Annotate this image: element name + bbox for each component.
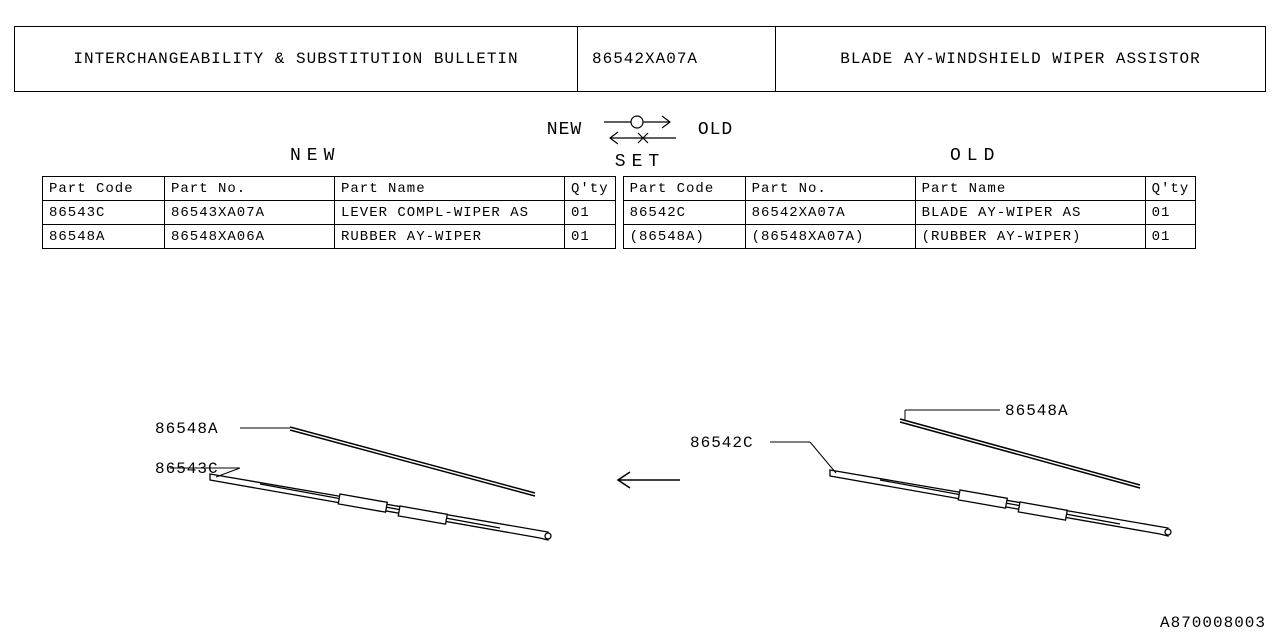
new-assembly: 86548A 86543C bbox=[155, 420, 551, 540]
set-label: SET bbox=[0, 152, 1280, 172]
parts-table: Part Code Part No. Part Name Q'ty Part C… bbox=[42, 176, 1196, 249]
section-label-old: OLD bbox=[950, 146, 1000, 166]
table-header-row: Part Code Part No. Part Name Q'ty Part C… bbox=[43, 177, 1196, 201]
header-part-no: 86542XA07A bbox=[578, 27, 776, 91]
cell-code: 86543C bbox=[43, 201, 165, 225]
section-label-new: NEW bbox=[290, 146, 340, 166]
callout-label: 86543C bbox=[155, 460, 219, 478]
header-part-name: BLADE AY-WINDSHIELD WIPER ASSISTOR bbox=[776, 27, 1265, 91]
document-id: A870008003 bbox=[1160, 614, 1266, 632]
callout-label: 86548A bbox=[1005, 402, 1069, 420]
cell-name: BLADE AY-WIPER AS bbox=[915, 201, 1145, 225]
old-label-inline: OLD bbox=[698, 120, 733, 140]
new-label-inline: NEW bbox=[547, 120, 582, 140]
cell-name: LEVER COMPL-WIPER AS bbox=[335, 201, 565, 225]
direction-arrow-icon bbox=[618, 472, 680, 488]
old-assembly: 86548A 86542C bbox=[690, 402, 1171, 536]
table-gap bbox=[615, 201, 623, 225]
col-part-name: Part Name bbox=[915, 177, 1145, 201]
cell-qty: 01 bbox=[1145, 225, 1196, 249]
cell-no: 86543XA07A bbox=[165, 201, 335, 225]
cell-qty: 01 bbox=[565, 201, 616, 225]
header-title: INTERCHANGEABILITY & SUBSTITUTION BULLET… bbox=[15, 27, 578, 91]
cell-qty: 01 bbox=[1145, 201, 1196, 225]
callout-label: 86548A bbox=[155, 420, 219, 438]
callout-label: 86542C bbox=[690, 434, 754, 452]
col-qty: Q'ty bbox=[1145, 177, 1196, 201]
cell-qty: 01 bbox=[565, 225, 616, 249]
cell-code: 86548A bbox=[43, 225, 165, 249]
col-part-no: Part No. bbox=[165, 177, 335, 201]
bulletin-header: INTERCHANGEABILITY & SUBSTITUTION BULLET… bbox=[14, 26, 1266, 92]
table-gap bbox=[615, 225, 623, 249]
new-old-arrows: NEW OLD bbox=[0, 112, 1280, 146]
interchange-arrows-icon bbox=[600, 112, 680, 146]
cell-no: (86548XA07A) bbox=[745, 225, 915, 249]
table-row: 86543C 86543XA07A LEVER COMPL-WIPER AS 0… bbox=[43, 201, 1196, 225]
cell-name: RUBBER AY-WIPER bbox=[335, 225, 565, 249]
cell-no: 86548XA06A bbox=[165, 225, 335, 249]
col-part-code: Part Code bbox=[623, 177, 745, 201]
table-row: 86548A 86548XA06A RUBBER AY-WIPER 01 (86… bbox=[43, 225, 1196, 249]
cell-code: (86548A) bbox=[623, 225, 745, 249]
wiper-diagram: 86548A 86543C 86548A bbox=[0, 380, 1280, 580]
cell-code: 86542C bbox=[623, 201, 745, 225]
col-part-no: Part No. bbox=[745, 177, 915, 201]
col-part-name: Part Name bbox=[335, 177, 565, 201]
table-gap bbox=[615, 177, 623, 201]
col-qty: Q'ty bbox=[565, 177, 616, 201]
cell-no: 86542XA07A bbox=[745, 201, 915, 225]
cell-name: (RUBBER AY-WIPER) bbox=[915, 225, 1145, 249]
col-part-code: Part Code bbox=[43, 177, 165, 201]
